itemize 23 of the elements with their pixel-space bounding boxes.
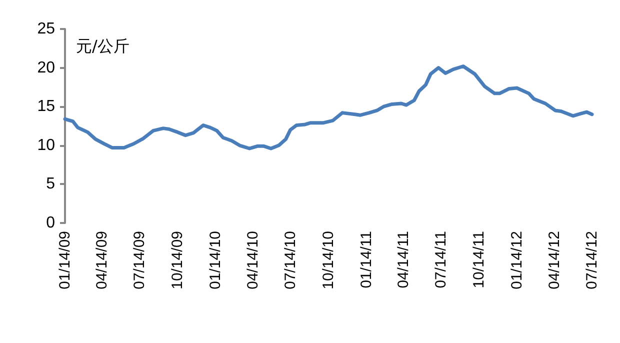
y-tick-label: 25	[37, 20, 56, 38]
x-tick-label: 01/14/12	[508, 231, 526, 290]
x-tick-label: 07/14/09	[131, 231, 148, 290]
x-tick-label: 07/14/11	[432, 231, 450, 288]
x-tick-label: 04/14/10	[244, 231, 262, 290]
y-tick-label: 5	[46, 176, 56, 193]
x-tick-label: 04/14/11	[394, 231, 412, 288]
y-tick-label: 20	[37, 59, 56, 76]
x-tick-label: 07/14/10	[282, 231, 299, 290]
x-tick-label: 01/14/09	[56, 231, 74, 290]
x-tick-label: 01/14/10	[207, 231, 224, 290]
x-tick-label: 01/14/11	[358, 231, 375, 288]
x-tick-label: 04/14/09	[94, 231, 111, 290]
x-tick-label: 04/14/12	[546, 231, 563, 290]
x-tick-label: 10/14/11	[470, 231, 488, 288]
x-tick-label: 10/14/10	[320, 231, 337, 290]
y-axis-title: 元/公斤	[76, 36, 130, 56]
y-tick-label: 10	[37, 136, 56, 154]
line-series	[63, 64, 594, 150]
y-tick-label: 15	[37, 98, 56, 116]
x-tick-label: 07/14/12	[584, 231, 600, 290]
y-tick-label: 0	[46, 214, 56, 232]
x-tick-label: 10/14/09	[169, 231, 186, 290]
